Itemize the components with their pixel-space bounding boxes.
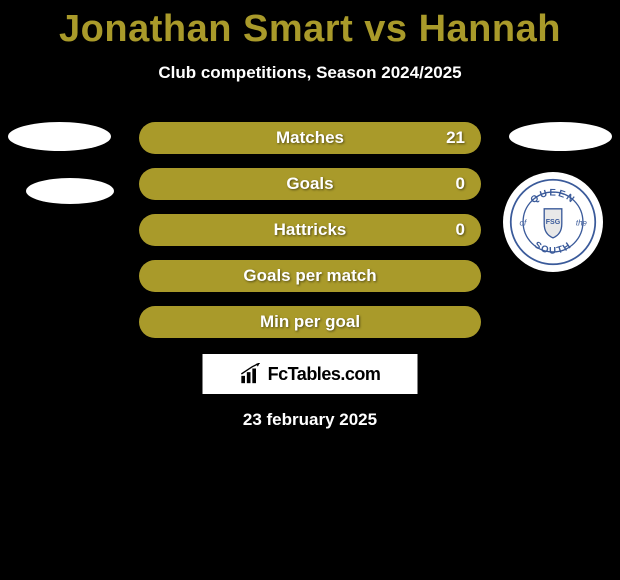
stat-bar-hattricks: Hattricks 0 — [139, 214, 481, 246]
stat-bar-goals: Goals 0 — [139, 168, 481, 200]
fctables-chart-icon — [240, 363, 262, 385]
player-right-badge-1 — [509, 122, 612, 151]
footer-brand-box: FcTables.com — [203, 354, 418, 394]
svg-text:of: of — [520, 219, 527, 228]
stat-label: Goals — [286, 174, 333, 194]
player-left-badge-2 — [26, 178, 114, 204]
stat-label: Min per goal — [260, 312, 360, 332]
footer-brand-text: FcTables.com — [268, 364, 381, 385]
stat-value: 0 — [456, 220, 465, 240]
stat-bars: Matches 21 Goals 0 Hattricks 0 Goals per… — [139, 122, 481, 352]
stat-label: Matches — [276, 128, 344, 148]
footer-date: 23 february 2025 — [0, 410, 620, 430]
stat-bar-min-per-goal: Min per goal — [139, 306, 481, 338]
queen-of-the-south-crest-icon: QUEEN SOUTH of the FSG — [509, 178, 597, 266]
stat-value: 0 — [456, 174, 465, 194]
stat-bar-matches: Matches 21 — [139, 122, 481, 154]
player-left-badge-1 — [8, 122, 111, 151]
page-title: Jonathan Smart vs Hannah — [0, 0, 620, 51]
stat-label: Hattricks — [274, 220, 347, 240]
stat-label: Goals per match — [243, 266, 376, 286]
player-right-crest: QUEEN SOUTH of the FSG — [503, 172, 603, 272]
stat-value: 21 — [446, 128, 465, 148]
svg-text:the: the — [576, 219, 588, 228]
subtitle: Club competitions, Season 2024/2025 — [0, 63, 620, 83]
stat-bar-goals-per-match: Goals per match — [139, 260, 481, 292]
svg-text:FSG: FSG — [546, 219, 561, 226]
